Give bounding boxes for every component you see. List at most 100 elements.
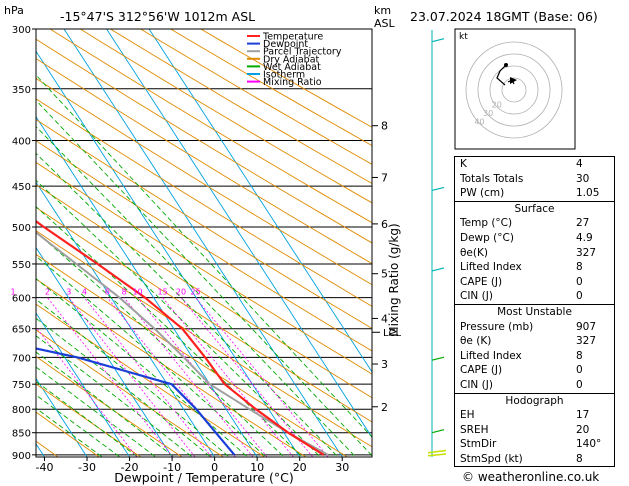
hodograph-ring	[465, 41, 563, 139]
temperature-tick-label: -20	[121, 461, 139, 474]
dry-adiabat-line	[36, 355, 183, 457]
hodograph-ring-label: 30	[483, 109, 493, 118]
dry-adiabat-line	[36, 206, 372, 423]
wind-barb	[427, 449, 447, 454]
mixing-ratio-label: 6	[105, 288, 110, 297]
hodograph-trace	[496, 64, 507, 86]
km-tick-label: 4	[381, 312, 388, 325]
temperature-line	[36, 219, 325, 456]
pressure-tick-label: 550	[12, 260, 31, 271]
dry-adiabat-line	[36, 230, 372, 448]
surface-key: Temp (°C)	[460, 217, 513, 230]
wet-adiabat-line	[36, 99, 372, 457]
mixing-ratio-line	[36, 326, 138, 457]
mixing-ratio-label: 3	[66, 288, 71, 297]
pressure-tick-label: 400	[12, 137, 31, 148]
surface-row: Temp (°C) 27	[455, 216, 614, 231]
surface-row: θe(K) 327	[455, 246, 614, 261]
km-tick-label: 2	[381, 401, 388, 414]
surface-value: 4.9	[576, 231, 593, 244]
isotherm-line	[0, 29, 2, 457]
index-row: PW (cm) 1.05	[455, 186, 614, 201]
dry-adiabat-line	[36, 161, 372, 375]
dry-adiabat-line	[36, 329, 224, 457]
wet-adiabat-line	[36, 317, 212, 457]
hodo-row: StmSpd (kt) 8	[455, 452, 614, 467]
surface-row: Dewp (°C) 4.9	[455, 231, 614, 246]
mixing-ratio-label: 15	[158, 288, 168, 297]
hodo-value: 17	[576, 409, 590, 422]
hodograph-frame	[454, 28, 576, 150]
unstable-value: 907	[576, 320, 597, 333]
surface-key: Lifted Index	[460, 261, 522, 274]
isotherm-line	[36, 246, 173, 457]
index-value: 30	[576, 172, 590, 185]
hodo-value: 8	[576, 452, 583, 465]
wet-adiabat-line	[36, 179, 321, 457]
isotherm-line	[36, 312, 130, 457]
dry-adiabat-line	[36, 58, 372, 265]
isotherm-line	[63, 29, 343, 457]
km-tick-label: 8	[381, 120, 388, 133]
wind-barb	[427, 453, 447, 457]
unstable-key: θe (K)	[460, 335, 492, 348]
surface-key: CAPE (J)	[460, 275, 503, 288]
hodograph-title: Hodograph	[505, 394, 564, 407]
location-label: -15°47'S 312°56'W 1012m ASL	[60, 9, 255, 24]
km-tick-label: 3	[381, 358, 388, 371]
wet-adiabat-line	[36, 74, 372, 438]
hodograph-ring	[477, 53, 551, 127]
pressure-tick-label: 700	[12, 353, 31, 364]
dry-adiabat-line	[110, 29, 372, 184]
dry-adiabat-line	[80, 29, 372, 204]
hodo-row: SREH 20	[455, 423, 614, 438]
wet-adiabat-line	[36, 152, 339, 457]
wet-adiabat-line	[36, 380, 139, 457]
unstable-row: θe (K) 327	[455, 334, 614, 349]
pressure-tick-label: 650	[12, 325, 31, 336]
isotherm-line	[36, 377, 88, 457]
indices-table: K 4 Totals Totals 30 PW (cm) 1.05 Surface Tem…	[454, 156, 615, 468]
wind-barb	[431, 356, 445, 361]
surface-section: Surface Temp (°C) 27 Dewp (°C) 4.9 θe(K) 327 L…	[455, 200, 614, 304]
dry-adiabat-line	[36, 411, 100, 457]
asl-label: ASL	[374, 17, 396, 30]
wet-adiabat-line	[36, 231, 285, 457]
km-label: km	[374, 4, 391, 17]
wind-barb	[431, 429, 445, 434]
mixing-ratio-label: 1	[10, 288, 15, 297]
isotherm-line	[106, 29, 372, 439]
surface-row: Lifted Index 8	[455, 260, 614, 275]
dry-adiabat-line	[140, 29, 372, 165]
km-tick-label: 5	[381, 268, 388, 281]
parcel-trajectory-line	[36, 231, 329, 456]
temperature-tick-label: 20	[293, 461, 307, 474]
unstable-row: CIN (J) 0	[455, 378, 614, 393]
dry-adiabat-line	[170, 29, 372, 147]
unstable-value: 0	[576, 364, 583, 377]
surface-value: 327	[576, 246, 597, 259]
index-key: PW (cm)	[460, 187, 505, 200]
hodograph-ring	[489, 65, 539, 115]
hodograph-ring-label: 40	[474, 118, 484, 127]
dry-adiabat-line	[36, 383, 141, 457]
mixing-ratio-label: 4	[82, 288, 87, 297]
index-key: K	[460, 158, 467, 170]
unstable-value: 8	[576, 349, 583, 362]
unstable-key: CAPE (J)	[460, 364, 503, 377]
hodograph-point	[504, 63, 508, 67]
hodo-row: EH 17	[455, 408, 614, 423]
dewpoint-line	[36, 347, 236, 456]
x-axis-label: Dewpoint / Temperature (°C)	[114, 470, 293, 485]
most-unstable-title: Most Unstable	[497, 305, 572, 318]
mixing-ratio-line	[47, 297, 174, 457]
surface-value: 0	[576, 275, 583, 288]
surface-value: 27	[576, 217, 590, 230]
hodo-value: 140°	[576, 438, 602, 451]
hodograph-section: Hodograph EH 17 SREH 20 StmDir 140° StmSpd (kt…	[455, 392, 614, 467]
y-axis-label: Mixing Ratio (g/kg)	[387, 223, 401, 336]
surface-key: CIN (J)	[460, 290, 493, 303]
hodo-row: StmDir 140°	[455, 437, 614, 452]
